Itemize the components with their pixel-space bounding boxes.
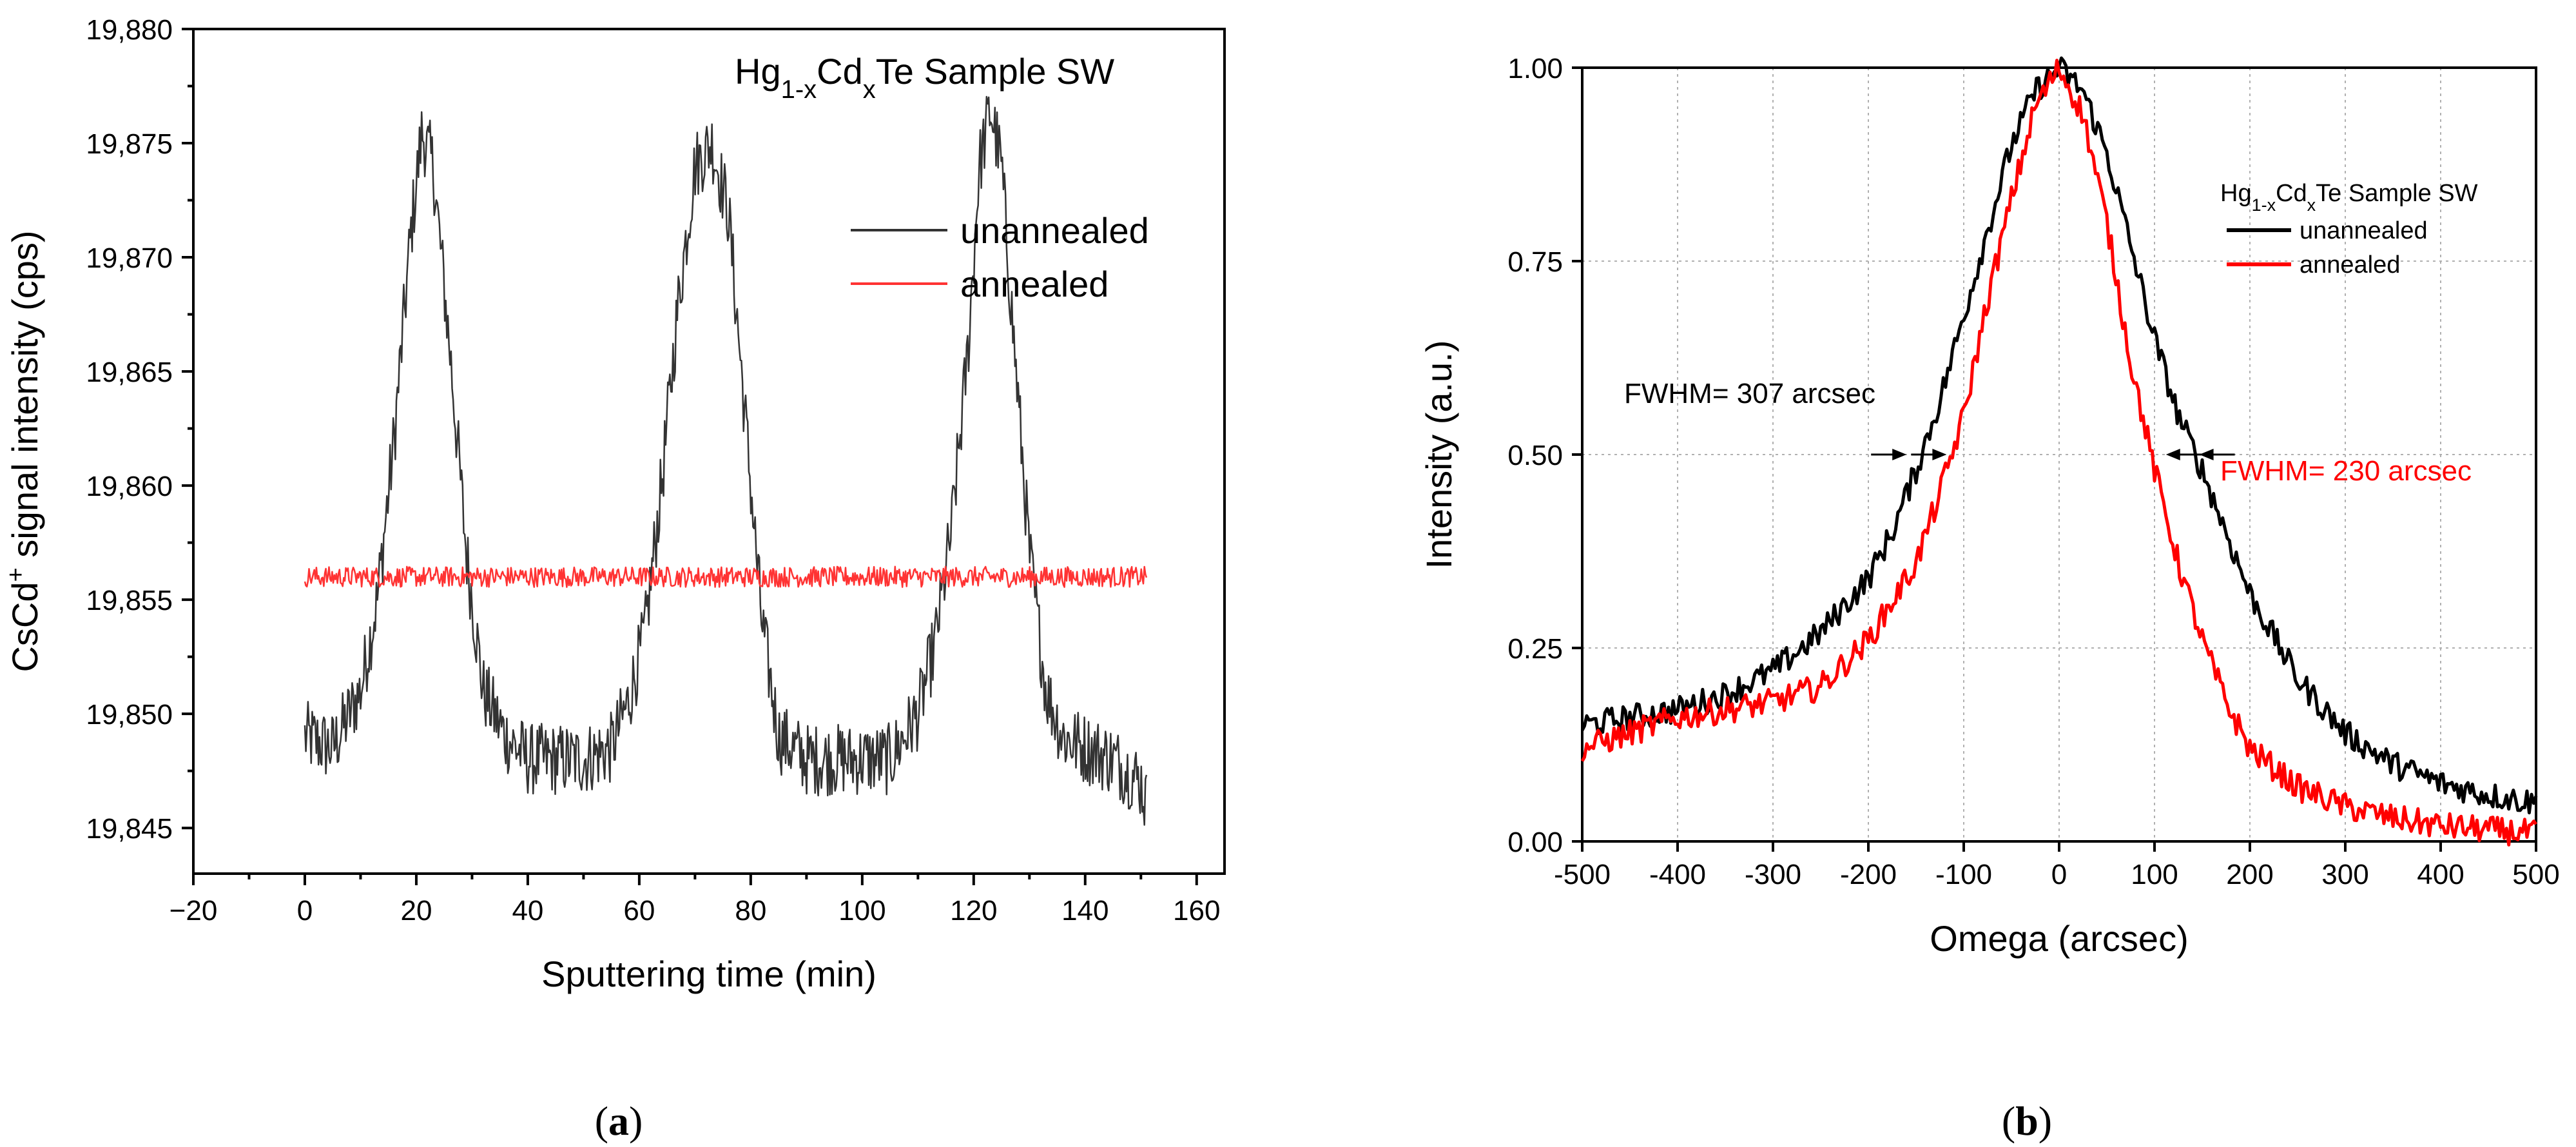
y-axis-label-b: Intensity (a.u.) bbox=[1419, 340, 1459, 569]
legend-a-label-annealed: annealed bbox=[960, 264, 1109, 304]
y-tick-label: 0.25 bbox=[1507, 633, 1563, 665]
y-tick-label: 0.75 bbox=[1507, 246, 1563, 278]
series-group-b bbox=[1580, 56, 2538, 847]
chart-panel-b: -500 -400 -300 -200 -100 0 100 200 300 400 500 0.0… bbox=[1419, 53, 2560, 1144]
x-tick-label: -200 bbox=[1840, 859, 1897, 890]
x-tick-label: 100 bbox=[838, 895, 886, 926]
series-line-unannealed bbox=[304, 95, 1148, 826]
x-tick-labels-a: −20 0 20 40 60 80 100 120 140 160 bbox=[169, 895, 1221, 926]
fwhm-label-unannealed: FWHM= 307 arcsec bbox=[1624, 378, 1875, 409]
x-tick-label: -500 bbox=[1554, 859, 1611, 890]
panel-label-a: (a) bbox=[595, 1098, 643, 1144]
fwhm-arrow-left-0 bbox=[1892, 449, 1907, 460]
x-tick-label: 500 bbox=[2512, 859, 2559, 890]
y-tick-label: 0.00 bbox=[1507, 827, 1563, 858]
x-tick-label: 400 bbox=[2417, 859, 2464, 890]
y-tick-labels-a: 19,845 19,850 19,855 19,860 19,865 19,870 19,8… bbox=[86, 14, 173, 845]
tick-marks-a bbox=[182, 28, 1198, 885]
x-tick-label: 300 bbox=[2321, 859, 2368, 890]
plot-frame-a bbox=[192, 28, 1226, 875]
y-tick-label: 19,870 bbox=[86, 242, 173, 274]
legend-b: unannealed annealed bbox=[2227, 217, 2428, 279]
panel-label-b: (b) bbox=[2002, 1098, 2052, 1144]
sample-label-a: Hg1-xCdxTe Sample SW bbox=[735, 51, 1114, 104]
x-tick-label: -400 bbox=[1649, 859, 1706, 890]
y-tick-label: 1.00 bbox=[1507, 53, 1563, 84]
y-tick-label: 0.50 bbox=[1507, 440, 1563, 471]
x-tick-label: -300 bbox=[1745, 859, 1801, 890]
x-tick-label: 80 bbox=[735, 895, 766, 926]
legend-b-label-annealed: annealed bbox=[2300, 251, 2400, 279]
x-tick-label: 160 bbox=[1173, 895, 1220, 926]
fwhm-arrow-right-0 bbox=[2199, 449, 2214, 460]
chart-panel-a: −20 0 20 40 60 80 100 120 140 160 19,84519,85019,… bbox=[3, 14, 1226, 1144]
x-tick-label: 60 bbox=[623, 895, 655, 926]
x-tick-label: 200 bbox=[2226, 859, 2273, 890]
x-tick-label: −20 bbox=[169, 895, 218, 926]
x-tick-label: 100 bbox=[2131, 859, 2178, 890]
legend-a-label-unannealed: unannealed bbox=[960, 210, 1149, 251]
x-tick-label: 0 bbox=[297, 895, 313, 926]
x-axis-label-a: Sputtering time (min) bbox=[541, 954, 876, 994]
series-group-a bbox=[304, 95, 1148, 826]
y-tick-label: 19,850 bbox=[86, 699, 173, 730]
y-tick-label: 19,880 bbox=[86, 14, 173, 46]
series-line-annealed bbox=[1580, 59, 2538, 847]
y-tick-label: 19,865 bbox=[86, 357, 173, 388]
x-tick-label: 40 bbox=[512, 895, 543, 926]
fwhm-annotations-b: FWHM= 307 arcsec FWHM= 230 arcsec bbox=[1624, 378, 2472, 487]
x-axis-label-b: Omega (arcsec) bbox=[1930, 918, 2188, 959]
x-tick-labels-b: -500 -400 -300 -200 -100 0 100 200 300 400 500 bbox=[1554, 859, 2560, 890]
x-tick-label: 0 bbox=[2051, 859, 2067, 890]
y-tick-label: 19,845 bbox=[86, 813, 173, 845]
y-tick-label: 19,860 bbox=[86, 471, 173, 502]
fwhm-label-annealed: FWHM= 230 arcsec bbox=[2220, 455, 2472, 487]
fwhm-arrow-left-1 bbox=[1932, 449, 1947, 460]
x-tick-label: -100 bbox=[1935, 859, 1992, 890]
grid-lines-b bbox=[1582, 68, 2536, 841]
legend-a: unannealed annealed bbox=[851, 210, 1149, 304]
sample-label-b: Hg1-xCdxTe Sample SW bbox=[2220, 180, 2478, 215]
y-axis-label-a: CsCd+ signal intensity (cps) bbox=[3, 230, 45, 672]
y-tick-label: 19,855 bbox=[86, 585, 173, 616]
x-tick-label: 140 bbox=[1061, 895, 1109, 926]
fwhm-arrow-right-1 bbox=[2165, 449, 2180, 460]
legend-b-label-unannealed: unannealed bbox=[2300, 217, 2428, 244]
y-tick-label: 19,875 bbox=[86, 128, 173, 160]
x-tick-label: 20 bbox=[400, 895, 432, 926]
tick-marks-b bbox=[1572, 66, 2537, 852]
y-tick-labels-b: 0.00 0.25 0.50 0.75 1.00 bbox=[1507, 53, 1563, 858]
series-line-annealed bbox=[304, 565, 1148, 588]
x-tick-label: 120 bbox=[950, 895, 997, 926]
